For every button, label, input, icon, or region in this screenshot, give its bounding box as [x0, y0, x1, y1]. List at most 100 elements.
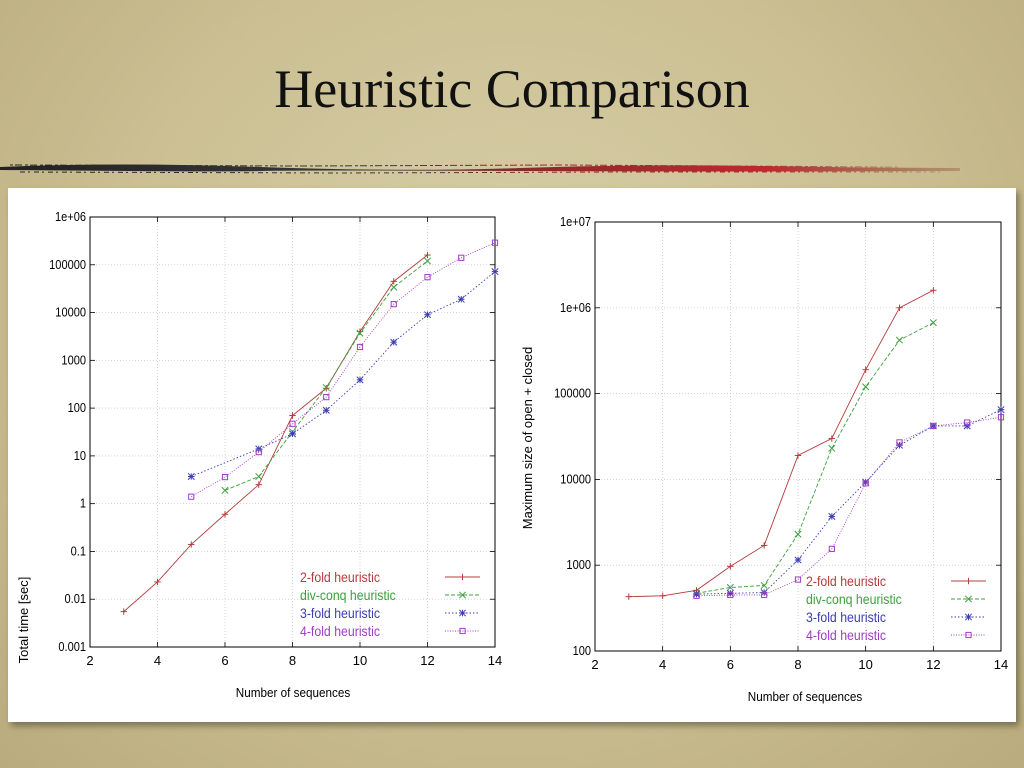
max-size-chart: Maximum size of open + closed Number of …	[520, 214, 1008, 704]
series-2fold	[120, 251, 431, 615]
data-point-divconq	[221, 486, 229, 494]
series-3fold	[187, 268, 499, 481]
y-tick-label: 10000	[55, 305, 86, 320]
x-tick-label: 4	[154, 653, 161, 668]
x-tick-label: 14	[488, 653, 502, 668]
data-point-4fold	[356, 343, 364, 351]
data-point-divconq	[423, 257, 432, 265]
data-point-2fold	[794, 452, 802, 459]
data-point-4fold	[458, 254, 465, 261]
data-point-4fold	[424, 274, 431, 281]
data-point-3fold	[457, 295, 465, 303]
plot-frame	[89, 216, 496, 648]
y-tick-label: 100	[68, 400, 87, 415]
data-point-3fold	[794, 556, 802, 564]
x-axis-label: Number of sequences	[748, 689, 862, 704]
data-point-divconq	[760, 581, 768, 590]
data-point-divconq	[255, 472, 263, 481]
data-point-2fold	[289, 412, 296, 419]
data-point-2fold	[221, 511, 229, 518]
data-point-4fold	[221, 473, 229, 481]
y-axis-label: Maximum size of open + closed	[520, 347, 535, 529]
data-point-3fold	[423, 311, 432, 319]
legend-label-divconq: div-conq heuristic	[300, 587, 396, 603]
series-line-4fold	[696, 416, 1002, 597]
series-line-2fold	[123, 254, 428, 612]
y-tick-label: 1000	[566, 557, 591, 572]
data-point-4fold	[930, 422, 937, 430]
grid	[594, 221, 1002, 652]
y-tick-label: 10000	[560, 472, 591, 487]
legend-label-2fold: 2-fold heuristic	[300, 569, 380, 585]
data-point-divconq	[862, 383, 870, 391]
y-tick-label: 0.01	[65, 591, 87, 606]
data-point-4fold	[693, 592, 700, 599]
data-point-divconq	[390, 283, 398, 291]
legend-marker-divconq	[964, 595, 973, 603]
y-tick-label: 0.1	[71, 544, 87, 559]
slide-title: Heuristic Comparison	[274, 59, 750, 119]
legend-marker-4fold	[965, 631, 972, 639]
legend-label-3fold: 3-fold heuristic	[806, 609, 886, 625]
data-point-4fold	[323, 394, 330, 401]
data-point-divconq	[828, 444, 836, 452]
data-point-4fold	[761, 591, 768, 599]
legend-label-2fold: 2-fold heuristic	[806, 573, 886, 589]
data-point-divconq	[895, 336, 904, 344]
data-point-4fold	[727, 591, 734, 599]
data-point-2fold	[188, 541, 195, 548]
plot-frame	[594, 221, 1002, 652]
y-tick-label: 1e+07	[560, 214, 591, 229]
y-tick-label: 1000	[61, 352, 86, 367]
data-point-3fold	[390, 338, 398, 346]
data-point-3fold	[828, 512, 836, 521]
y-tick-label: 1e+06	[560, 300, 591, 315]
data-point-2fold	[424, 251, 431, 259]
x-tick-label: 14	[994, 657, 1008, 672]
data-point-4fold	[828, 545, 835, 552]
x-tick-label: 12	[926, 657, 940, 672]
data-point-4fold	[794, 576, 802, 583]
x-tick-label: 10	[858, 657, 872, 672]
data-point-3fold	[356, 376, 364, 384]
y-tick-label: 10	[74, 448, 87, 463]
series-4fold	[693, 414, 1005, 599]
data-point-4fold	[390, 301, 397, 308]
data-point-divconq	[929, 319, 937, 327]
x-tick-label: 2	[591, 657, 598, 672]
legend-marker-divconq	[458, 591, 467, 599]
data-point-divconq	[726, 583, 734, 592]
legend-label-4fold: 4-fold heuristic	[300, 623, 380, 639]
data-point-2fold	[625, 593, 633, 600]
data-point-3fold	[322, 406, 330, 414]
data-point-divconq	[322, 383, 330, 392]
series-divconq	[692, 319, 937, 597]
x-tick-label: 10	[353, 653, 367, 668]
legend-marker-3fold	[458, 609, 467, 617]
data-point-3fold	[491, 268, 499, 276]
legend-marker-4fold	[459, 627, 466, 635]
data-point-divconq	[356, 329, 364, 337]
x-tick-label: 12	[420, 653, 434, 668]
series-line-3fold	[696, 409, 1002, 595]
x-axis-label: Number of sequences	[236, 685, 350, 700]
x-tick-label: 6	[221, 653, 228, 668]
x-tick-label: 4	[659, 657, 666, 672]
data-point-2fold	[828, 435, 836, 442]
y-tick-label: 100000	[49, 257, 86, 272]
series-4fold	[188, 239, 499, 500]
data-point-3fold	[288, 430, 297, 438]
data-point-4fold	[997, 414, 1005, 421]
decorative-divider	[0, 164, 960, 174]
data-point-divconq	[794, 530, 802, 538]
series-line-3fold	[191, 271, 496, 477]
data-point-4fold	[289, 420, 296, 427]
data-point-2fold	[760, 542, 768, 549]
data-point-2fold	[727, 563, 734, 570]
y-tick-label: 100	[573, 643, 592, 658]
legend-label-divconq: div-conq heuristic	[806, 591, 902, 607]
x-tick-label: 8	[794, 657, 801, 672]
legend-marker-3fold	[964, 613, 973, 621]
data-point-2fold	[323, 385, 330, 392]
y-tick-label: 0.001	[58, 639, 86, 654]
